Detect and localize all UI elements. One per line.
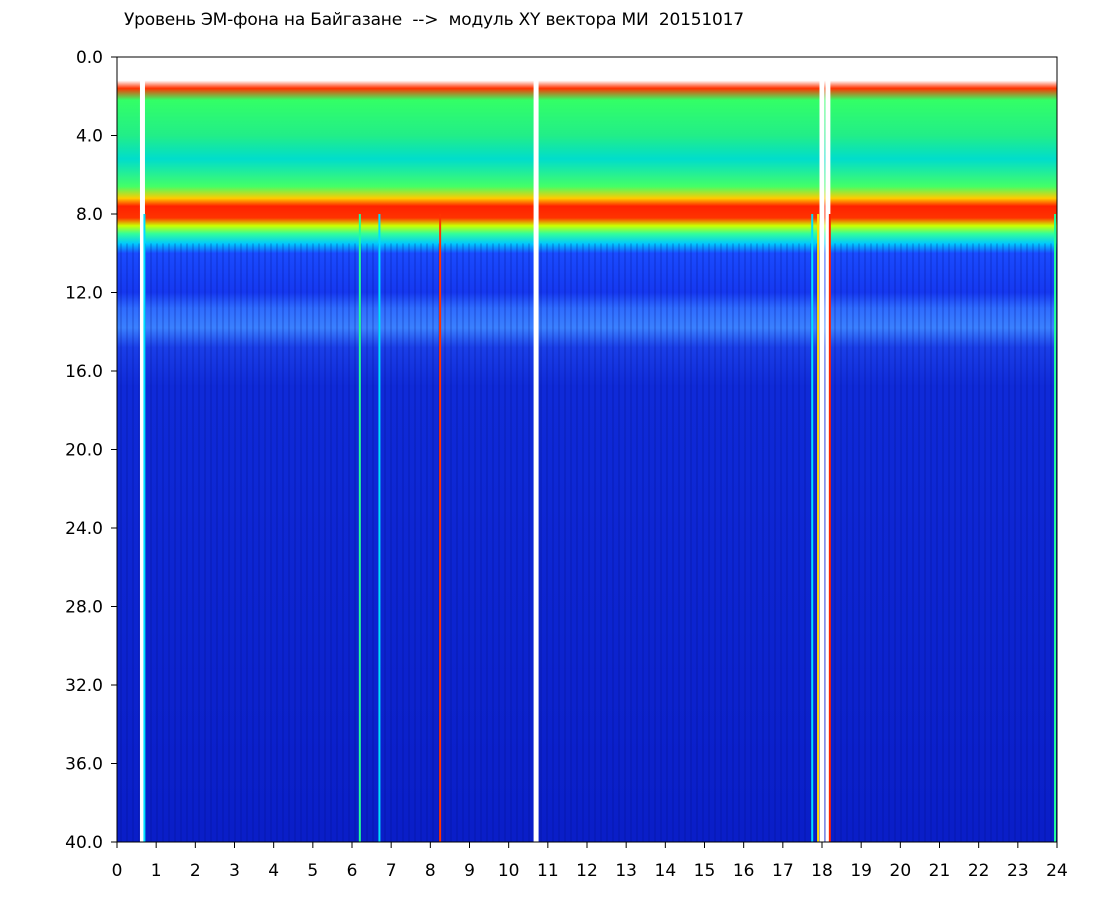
y-tick-label: 32.0 — [65, 676, 103, 696]
y-tick-label: 0.0 — [76, 48, 103, 68]
y-tick-label: 16.0 — [65, 362, 103, 382]
x-tick-label: 8 — [425, 861, 436, 881]
x-tick-label: 7 — [386, 861, 397, 881]
spectrogram-streak — [378, 214, 381, 842]
x-tick-label: 13 — [615, 861, 637, 881]
x-tick-label: 16 — [733, 861, 755, 881]
y-tick-label: 40.0 — [65, 833, 103, 853]
x-tick-label: 2 — [190, 861, 201, 881]
x-tick-label: 22 — [968, 861, 990, 881]
chart-title: Уровень ЭМ-фона на Байгазане --> модуль … — [124, 10, 744, 30]
x-tick-label: 18 — [811, 861, 833, 881]
y-tick-label: 28.0 — [65, 598, 103, 618]
x-tick-label: 5 — [307, 861, 318, 881]
spectrogram-streak — [817, 214, 820, 842]
spectrogram-streak — [811, 214, 814, 842]
y-tick-label: 12.0 — [65, 284, 103, 304]
x-tick-label: 6 — [347, 861, 358, 881]
x-tick-label: 12 — [576, 861, 598, 881]
x-tick-label: 10 — [498, 861, 520, 881]
spectrogram-texture — [117, 243, 1057, 842]
x-tick-label: 1 — [151, 861, 162, 881]
spectrogram-gap — [139, 57, 145, 842]
x-tick-label: 23 — [1007, 861, 1029, 881]
x-tick-label: 0 — [112, 861, 123, 881]
x-tick-label: 17 — [772, 861, 794, 881]
x-tick-label: 24 — [1046, 861, 1068, 881]
spectrogram-gap — [819, 57, 825, 842]
spectrogram-streak — [358, 214, 361, 842]
x-tick-label: 3 — [229, 861, 240, 881]
x-tick-label: 21 — [929, 861, 951, 881]
y-axis: 0.0 4.0 8.0 12.0 16.0 20.0 24.0 28.0 32.0 36.0 40.… — [65, 48, 117, 853]
spectrogram-gap — [825, 57, 831, 842]
y-tick-label: 24.0 — [65, 519, 103, 539]
x-axis: 0 1 2 3 4 5 6 7 8 9 10 11 12 13 14 15 16 17 18 19 20 21 22 23 24 — [112, 842, 1068, 881]
x-tick-label: 19 — [850, 861, 872, 881]
x-tick-label: 4 — [268, 861, 279, 881]
spectrogram-streak — [828, 214, 831, 842]
spectrogram-streak — [1054, 214, 1057, 842]
y-tick-label: 8.0 — [76, 205, 103, 225]
y-tick-label: 4.0 — [76, 127, 103, 147]
plot-area — [116, 56, 1058, 843]
x-tick-label: 20 — [890, 861, 912, 881]
spectrogram-streak — [439, 214, 442, 842]
spectrogram-streak — [143, 214, 146, 842]
x-tick-label: 15 — [694, 861, 716, 881]
y-tick-label: 36.0 — [65, 755, 103, 775]
x-tick-label: 9 — [464, 861, 475, 881]
spectrogram-gap — [533, 57, 539, 842]
x-tick-label: 11 — [537, 861, 559, 881]
y-tick-label: 20.0 — [65, 441, 103, 461]
x-tick-label: 14 — [655, 861, 677, 881]
